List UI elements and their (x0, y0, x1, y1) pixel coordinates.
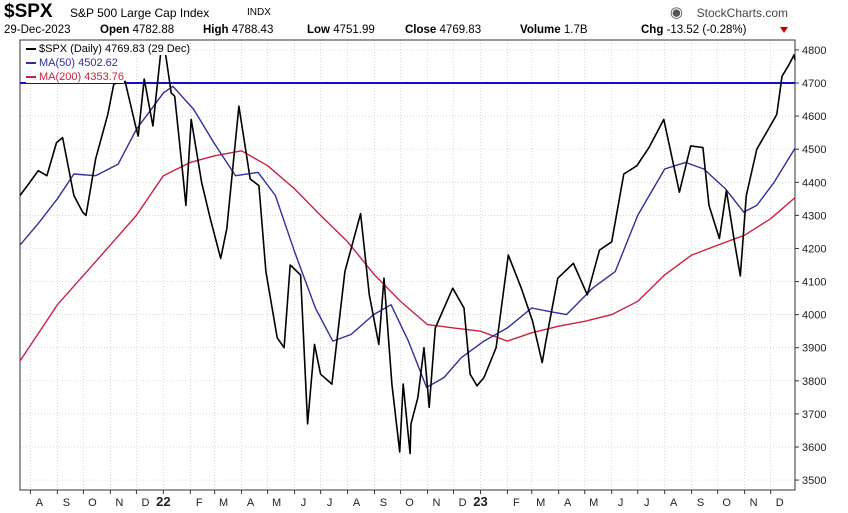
x-tick-label: D (776, 497, 784, 509)
x-tick-label: J (644, 497, 650, 509)
y-axis: 3500 3600 3700 3800 3900 4000 4100 4200 4300 4400… (795, 45, 826, 487)
y-tick-label: 4700 (802, 78, 826, 90)
legend-swatch-ma200 (26, 76, 36, 79)
x-tick-label: S (697, 497, 704, 509)
x-tick-label: A (564, 497, 572, 509)
x-tick-label: M (589, 497, 598, 509)
y-tick-label: 3600 (802, 442, 826, 454)
y-tick-label: 4500 (802, 144, 826, 156)
x-tick-label: M (272, 497, 281, 509)
x-tick-label: A (353, 497, 361, 509)
legend-swatch-price (26, 48, 36, 51)
y-tick-label: 4300 (802, 210, 826, 222)
x-tick-label: D (141, 497, 149, 509)
legend-main-label: $SPX (Daily) 4769.83 (29 Dec) (39, 43, 191, 55)
x-tick-label: A (670, 497, 678, 509)
legend-ma50-label: MA(50) 4502.62 (39, 57, 118, 69)
y-tick-label: 4400 (802, 177, 826, 189)
x-tick-label: O (88, 497, 97, 509)
exchange-label: INDX (247, 7, 271, 18)
x-tick-label: O (722, 497, 731, 509)
x-tick-label: A (36, 497, 44, 509)
x-tick-label: N (433, 497, 441, 509)
y-tick-label: 3700 (802, 409, 826, 421)
x-tick-label: J (301, 497, 307, 509)
close-label: Close (405, 24, 437, 36)
y-tick-label: 3500 (802, 475, 826, 487)
down-arrow-icon (780, 27, 788, 33)
y-tick-label: 4200 (802, 243, 826, 255)
x-tick-label: O (405, 497, 414, 509)
x-tick-label: D (459, 497, 467, 509)
volume-value: 1.7B (563, 24, 588, 36)
close-value: 4769.83 (439, 24, 482, 36)
y-tick-label: 3900 (802, 343, 826, 355)
low-value: 4751.99 (333, 24, 375, 36)
x-tick-label: N (115, 497, 123, 509)
x-tick-label: 23 (473, 494, 487, 509)
date-label: 29-Dec-2023 (4, 24, 71, 36)
legend-ma50: MA(50) 4502.62 (26, 57, 118, 69)
stockcharts-logo-icon: ◉ (669, 4, 683, 21)
y-tick-label: 4800 (802, 45, 826, 57)
plot-frame (19, 39, 796, 491)
x-tick-label: M (536, 497, 545, 509)
x-tick-label: A (247, 497, 255, 509)
volume-label: Volume (520, 24, 561, 36)
x-tick-label: F (196, 497, 203, 509)
y-tick-label: 4600 (802, 111, 826, 123)
symbol-title: $SPX (4, 1, 53, 22)
x-tick-label: S (380, 497, 387, 509)
legend-main: $SPX (Daily) 4769.83 (29 Dec) (26, 43, 191, 55)
legend-ma200: MA(200) 4353.76 (26, 71, 124, 83)
price-series-line (19, 50, 796, 455)
brand-label: StockCharts.com (696, 6, 788, 20)
chg-label: Chg (641, 24, 664, 36)
x-tick-label: M (219, 497, 228, 509)
x-axis: A S O N D 22 F M A M J J A S O N D 23 F M A M J J A S O N D (29, 490, 784, 509)
x-tick-label: N (750, 497, 758, 509)
high-label: High (203, 24, 229, 36)
x-tick-label: J (327, 497, 333, 509)
open-value: 4782.88 (132, 24, 175, 36)
x-tick-label: J (618, 497, 624, 509)
chg-value: -13.52 (-0.28%) (666, 24, 747, 36)
open-label: Open (100, 24, 130, 36)
x-tick-label: S (63, 497, 70, 509)
x-tick-label: F (513, 497, 520, 509)
x-tick-label: 22 (156, 494, 170, 509)
y-tick-label: 4100 (802, 277, 826, 289)
high-value: 4788.43 (231, 24, 274, 36)
series-group (19, 50, 796, 455)
y-tick-label: 4000 (802, 310, 826, 322)
legend-ma200-label: MA(200) 4353.76 (39, 71, 124, 83)
y-tick-label: 3800 (802, 376, 826, 388)
low-label: Low (307, 24, 330, 36)
symbol-name: S&P 500 Large Cap Index (70, 6, 210, 20)
legend-swatch-ma50 (26, 62, 36, 65)
